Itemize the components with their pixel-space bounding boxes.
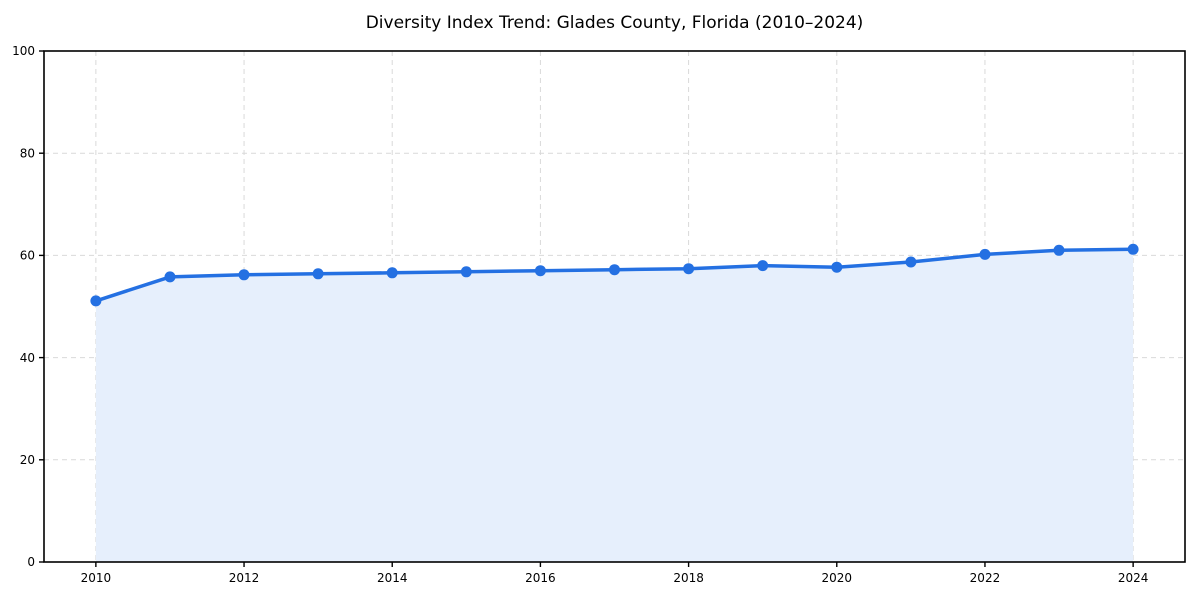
data-point-marker (1127, 243, 1139, 255)
area-fill (95, 249, 1134, 563)
y-tick-label: 0 (27, 555, 35, 569)
y-tick-label: 40 (20, 351, 35, 365)
axis-ticks (39, 50, 1134, 567)
x-tick-label: 2018 (673, 571, 704, 585)
data-point-markers (90, 243, 1139, 307)
data-point-marker (1053, 244, 1065, 256)
data-point-marker (90, 295, 102, 307)
y-tick-label: 80 (20, 146, 35, 160)
data-point-marker (386, 267, 398, 279)
data-point-marker (683, 263, 695, 275)
x-tick-label: 2016 (525, 571, 556, 585)
chart-title: Diversity Index Trend: Glades County, Fl… (366, 13, 864, 33)
data-point-marker (460, 266, 472, 278)
plot-border (43, 50, 1186, 563)
data-point-marker (312, 268, 324, 280)
x-tick-label: 2024 (1118, 571, 1149, 585)
data-point-marker (757, 260, 769, 272)
x-tick-label: 2022 (970, 571, 1001, 585)
data-point-marker (609, 264, 620, 276)
y-tick-label: 60 (20, 249, 35, 263)
axis-tick-labels: 0 20 40 60 80 100 2010 2012 2014 2016 2018 2020 2022… (12, 44, 1148, 585)
x-tick-label: 2014 (377, 571, 408, 585)
x-tick-label: 2012 (229, 571, 260, 585)
x-tick-label: 2020 (821, 571, 852, 585)
data-point-marker (164, 271, 176, 283)
y-tick-label: 20 (20, 453, 35, 467)
x-tick-label: 2010 (81, 571, 112, 585)
y-tick-label: 100 (12, 44, 35, 58)
data-point-marker (831, 261, 843, 273)
data-point-marker (979, 248, 991, 260)
data-point-marker (534, 265, 546, 277)
data-point-marker (238, 269, 250, 281)
data-point-marker (905, 256, 917, 268)
